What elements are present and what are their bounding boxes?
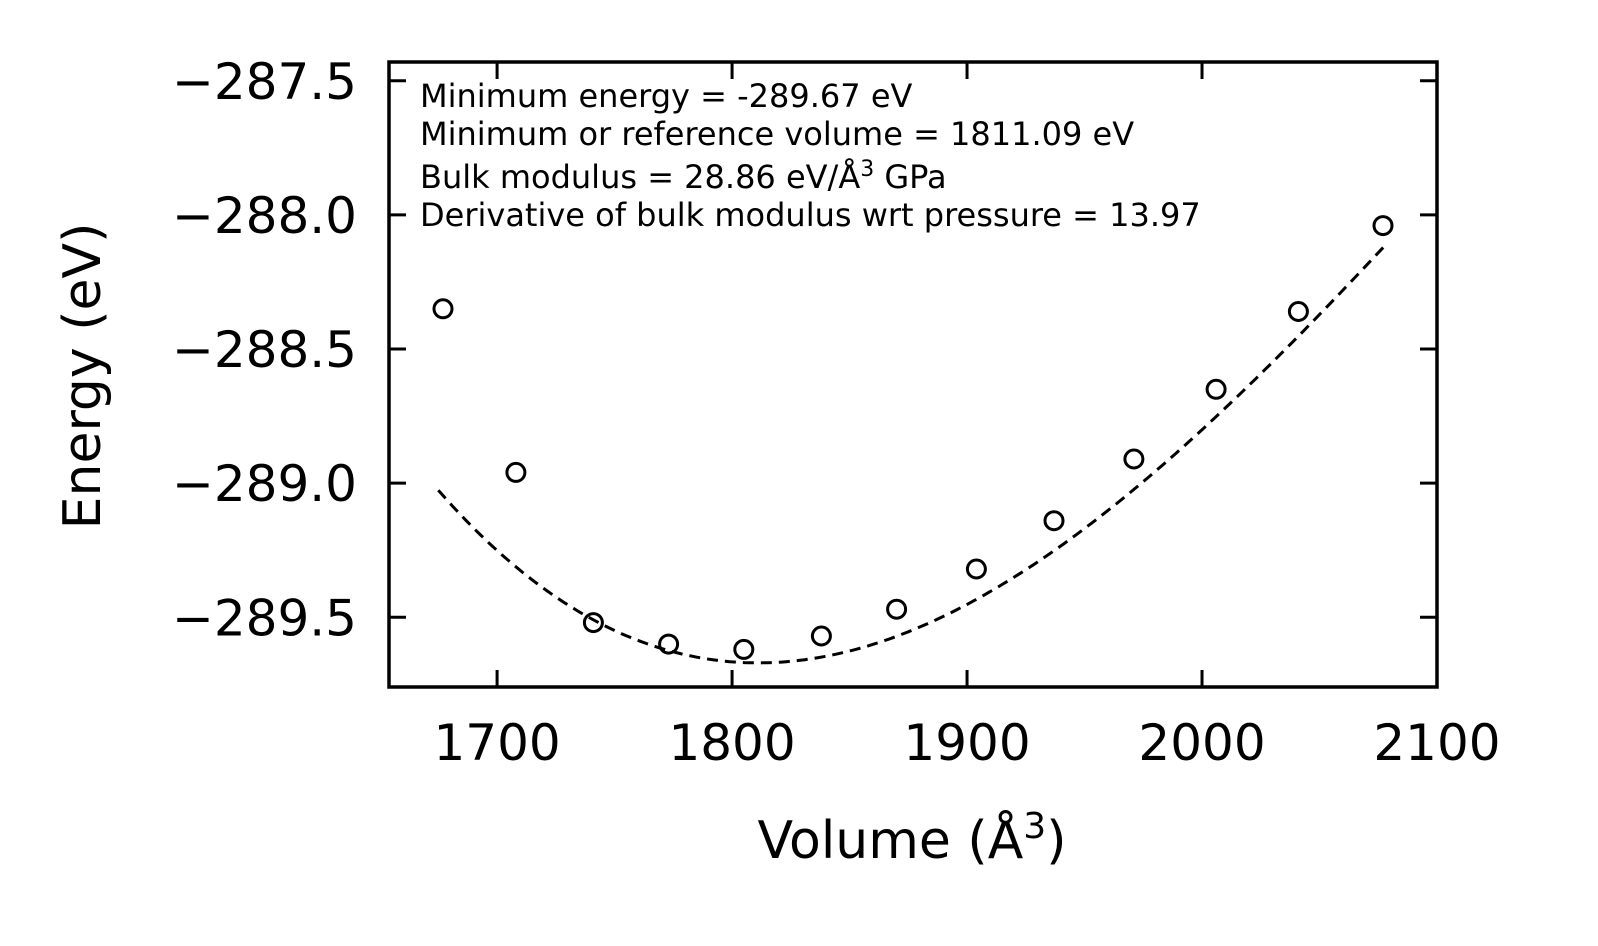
annotation-min-volume: Minimum or reference volume = 1811.09 eV [420,115,1134,153]
data-point [582,612,604,634]
x-axis-label-text: Volume (Å [758,809,1024,871]
annotation-bulk-modulus-text: Bulk modulus = 28.86 eV/Å [420,158,860,196]
y-tick-label: −287.5 [172,53,357,111]
data-point [1205,378,1227,400]
annotation-min-energy: Minimum energy = -289.67 eV [420,77,913,115]
data-point [1123,448,1145,470]
x-tick-label: 1900 [903,714,1030,772]
fit-curve [437,241,1389,665]
y-tick-label: −288.0 [172,187,357,245]
data-point [965,558,987,580]
data-point [1043,510,1065,532]
x-axis-label: Volume (Å3) [758,806,1067,871]
data-point [1287,301,1309,322]
annotation-bulk-modulus-unit: GPa [874,158,946,196]
x-tick-label: 2000 [1138,714,1265,772]
annotation-bulk-modulus-sup: 3 [860,157,874,182]
annotation-bulk-derivative: Derivative of bulk modulus wrt pressure … [420,196,1201,234]
annotation-block: Minimum energy = -289.67 eV Minimum or r… [420,77,1201,234]
annotation-bulk-modulus: Bulk modulus = 28.86 eV/Å3 GPa [420,157,947,196]
data-point [505,461,527,483]
y-tick-label: −289.5 [172,589,357,647]
y-tick-label: −288.5 [172,321,357,379]
data-point [1372,215,1394,237]
y-axis-label: Energy (eV) [53,223,113,530]
data-point [886,598,908,620]
x-axis-label-sup: 3 [1023,806,1046,847]
data-point [658,633,680,655]
data-point [810,625,832,647]
x-tick-label: 1700 [433,714,560,772]
plot-frame [387,60,1439,689]
x-tick-label: 2100 [1373,714,1500,772]
data-point [733,638,755,660]
data-point [432,298,454,320]
x-tick-label: 1800 [668,714,795,772]
y-tick-label: −289.0 [172,455,357,513]
x-axis-label-close: ) [1046,811,1066,871]
